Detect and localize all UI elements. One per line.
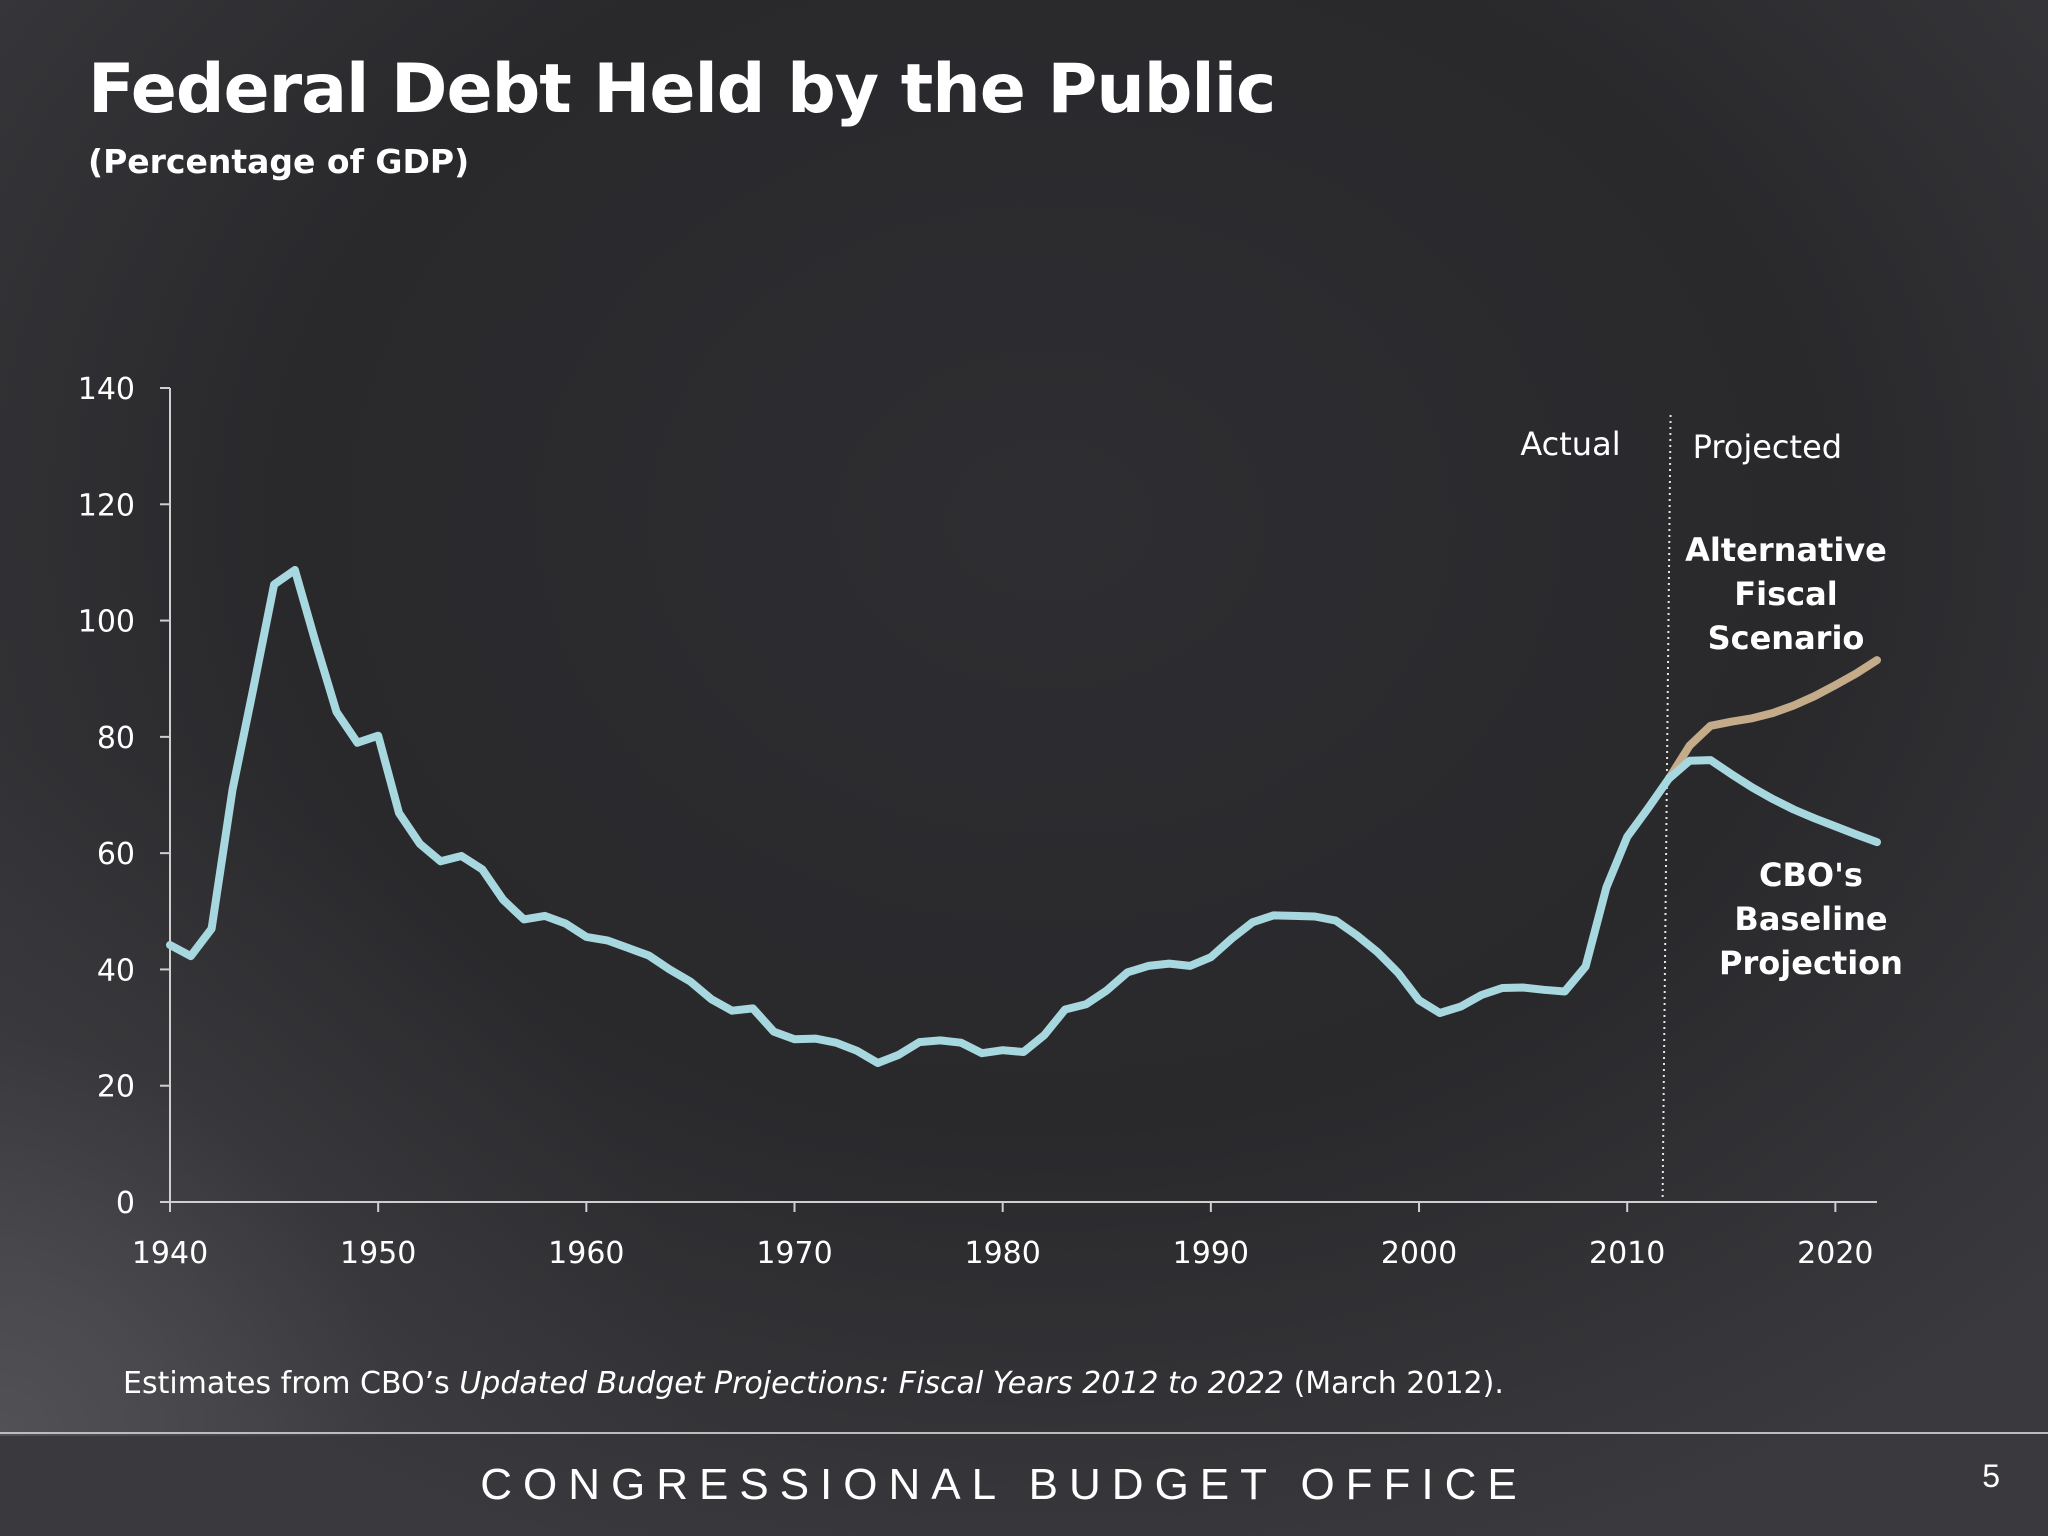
alternative-scenario-label: Scenario [1708, 619, 1865, 657]
baseline-projection-label: CBO's [1759, 856, 1863, 894]
footnote-prefix: Estimates from CBO’s [123, 1366, 460, 1401]
actual-series-line [166, 566, 1673, 1067]
x-tick-label: 1990 [1173, 1236, 1249, 1271]
chart-annotations: Alternative Fiscal Scenario CBO's Baseline Pr… [1685, 531, 1903, 982]
y-tick-label: 40 [97, 953, 135, 988]
chart-series [166, 566, 1881, 1067]
x-tick-label: 2010 [1589, 1236, 1665, 1271]
y-tick-label: 100 [78, 605, 135, 640]
x-tick-label: 1950 [340, 1236, 416, 1271]
x-tick-label: 2000 [1381, 1236, 1457, 1271]
baseline-projection-label: Projection [1719, 944, 1903, 982]
divider-line [1661, 414, 1672, 1201]
projected-label: Projected [1693, 428, 1842, 466]
debt-line-chart: 0 20 40 60 80 100 120 140 1940 1950 1960 1970 1980 19… [78, 372, 1903, 1271]
alternative-scenario-label: Alternative [1685, 531, 1887, 569]
x-tick-label: 2020 [1797, 1236, 1873, 1271]
footnote-report-title: Updated Budget Projections: Fiscal Years… [459, 1366, 1285, 1401]
x-tick-label: 1960 [548, 1236, 624, 1271]
slide-title: Federal Debt Held by the Public [88, 50, 1276, 129]
actual-projected-divider: Actual Projected [1520, 414, 1842, 1201]
baseline-projection-label: Baseline [1734, 900, 1887, 938]
footer-divider [0, 1432, 2048, 1434]
y-tick-label: 140 [78, 372, 135, 407]
y-tick-label: 60 [97, 837, 135, 872]
alternative-scenario-label: Fiscal [1734, 575, 1837, 613]
slide-subtitle: (Percentage of GDP) [88, 142, 470, 181]
baseline-series-line [1664, 756, 1881, 847]
page-number: 5 [1982, 1458, 2000, 1494]
actual-label: Actual [1520, 425, 1620, 463]
x-tick-label: 1970 [756, 1236, 832, 1271]
x-tick-label: 1980 [965, 1236, 1041, 1271]
y-tick-label: 120 [78, 488, 135, 523]
chart-axes [169, 388, 1877, 1203]
alternative-series-line [1664, 656, 1881, 783]
footnote-suffix: (March 2012). [1284, 1366, 1504, 1401]
footer-organization: CONGRESSIONAL BUDGET OFFICE [480, 1460, 1528, 1509]
source-footnote: Estimates from CBO’s Updated Budget Proj… [123, 1366, 1504, 1401]
y-tick-label: 0 [116, 1186, 135, 1221]
chart-ticks: 0 20 40 60 80 100 120 140 1940 1950 1960 1970 1980 19… [78, 372, 1874, 1271]
x-tick-label: 1940 [132, 1236, 208, 1271]
y-tick-label: 20 [97, 1070, 135, 1105]
y-tick-label: 80 [97, 721, 135, 756]
